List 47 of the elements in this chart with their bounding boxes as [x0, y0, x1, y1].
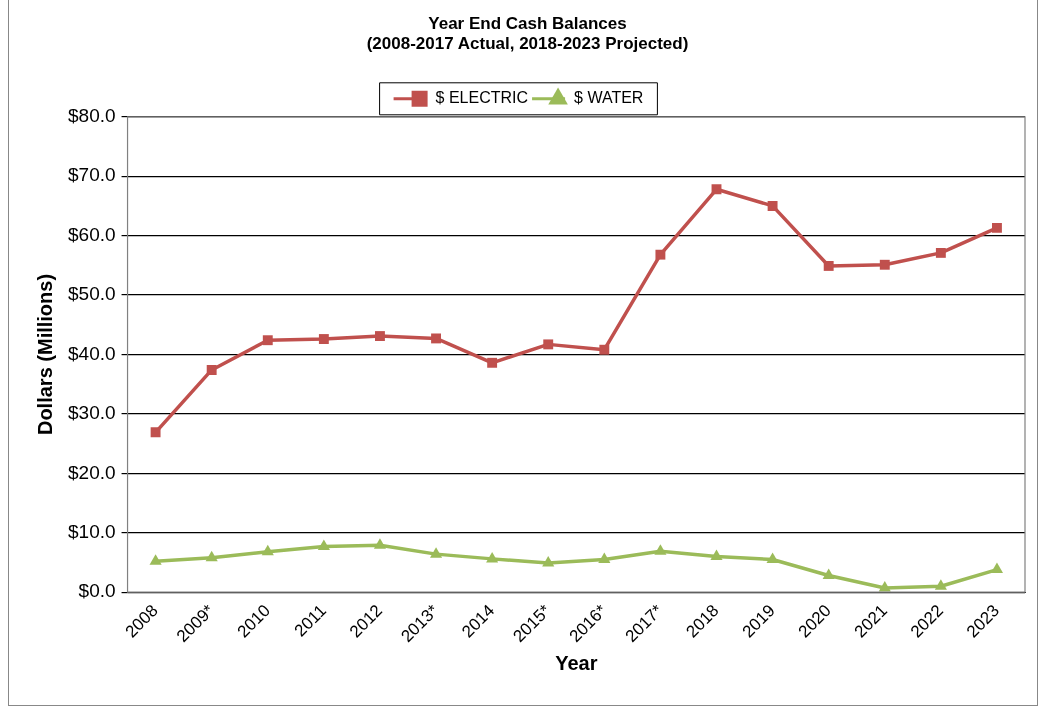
point: [823, 260, 834, 271]
y-tick-label: $10.0: [68, 520, 116, 542]
point: [654, 544, 667, 555]
point: [711, 184, 722, 195]
y-tick-label: $40.0: [68, 342, 116, 364]
point: [992, 222, 1002, 233]
point: [598, 552, 611, 563]
point: [206, 364, 217, 375]
y-tick-label: $30.0: [68, 402, 116, 424]
point: [879, 259, 890, 270]
point: [822, 568, 835, 580]
point: [767, 200, 778, 211]
point: [766, 552, 779, 563]
text: (2008-2017 Actual, 2018-2023 Projected): [366, 34, 689, 54]
point: [878, 581, 891, 592]
point: [205, 550, 218, 562]
point: [318, 334, 329, 344]
point: [150, 427, 161, 438]
y-tick-label: $50.0: [68, 283, 116, 305]
point: [542, 556, 555, 567]
text: Year End Cash Balances: [428, 13, 627, 33]
point: [935, 247, 946, 258]
y-tick-label: $20.0: [68, 461, 116, 483]
point: [149, 554, 162, 565]
y-tick-label: $0.0: [78, 580, 116, 602]
y-tick-label: $60.0: [68, 223, 116, 245]
legend-label: $ ELECTRIC: [435, 89, 529, 107]
point: [487, 357, 498, 368]
point: [486, 551, 499, 563]
point: [429, 547, 443, 558]
legend-label: $ WATER: [574, 89, 644, 107]
y-tick-label: $70.0: [68, 164, 116, 186]
y-tick-label: $80.0: [68, 105, 116, 127]
point: [990, 562, 1004, 574]
y-axis-title: Dollars (Millions): [33, 273, 56, 436]
point: [317, 539, 330, 550]
point: [934, 579, 947, 590]
x-axis-title: Year: [555, 651, 598, 674]
point: [261, 544, 274, 556]
point: [543, 339, 554, 350]
point: [431, 333, 441, 344]
point: [599, 344, 610, 355]
point: [710, 549, 723, 560]
point: [262, 335, 273, 346]
point: [375, 331, 385, 342]
point: [373, 538, 387, 549]
point: [655, 249, 666, 260]
